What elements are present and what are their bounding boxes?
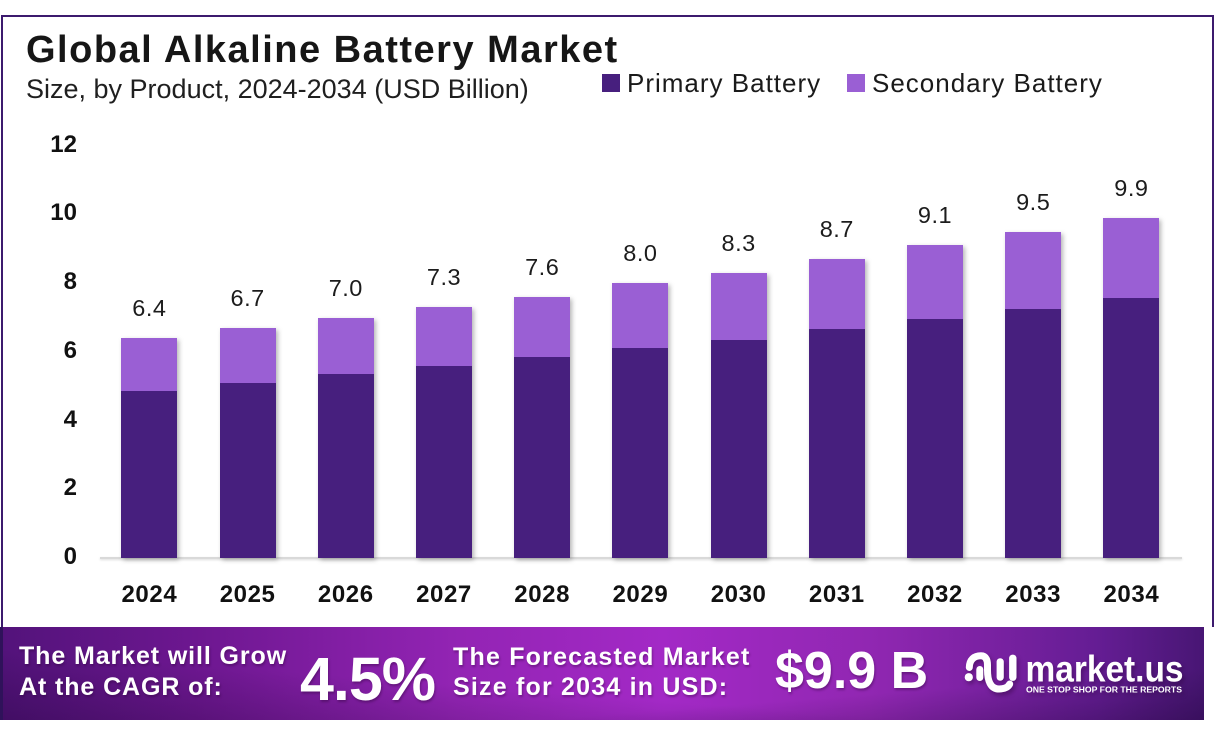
svg-text:market.us: market.us xyxy=(1026,649,1184,690)
svg-text:ONE STOP SHOP FOR THE REPORTS: ONE STOP SHOP FOR THE REPORTS xyxy=(1026,686,1183,695)
